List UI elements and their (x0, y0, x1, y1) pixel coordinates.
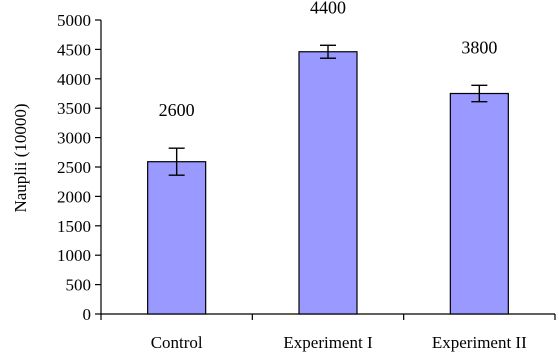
y-tick-label: 2000 (57, 187, 91, 206)
y-tick-label: 1500 (57, 217, 91, 236)
error-bars (168, 44, 488, 176)
category-labels: Control Experiment I Experiment II (151, 333, 527, 352)
x-axis (100, 313, 556, 320)
y-tick-label: 4500 (57, 40, 91, 59)
data-label: 4400 (310, 0, 346, 17)
y-axis: 0 500 1000 1500 2000 2500 3000 3500 4000 4500 5000 (57, 11, 102, 324)
bar (298, 51, 358, 315)
y-tick-label: 4000 (57, 70, 91, 89)
bar (147, 161, 207, 315)
value-labels: 2600 4400 3800 (159, 0, 498, 120)
x-tick-label: Experiment I (283, 333, 373, 352)
data-label: 2600 (159, 100, 195, 120)
y-tick-label: 3000 (57, 129, 91, 148)
y-tick-label: 500 (66, 276, 92, 295)
x-tick-label: Control (151, 333, 203, 352)
y-tick-label: 5000 (57, 11, 91, 30)
y-tick-label: 2500 (57, 158, 91, 177)
y-tick-label: 0 (83, 305, 92, 324)
y-tick-label: 3500 (57, 99, 91, 118)
bar (449, 92, 509, 315)
bars (147, 51, 509, 315)
y-axis-label: Nauplii (10000) (11, 103, 30, 212)
data-label: 3800 (461, 37, 497, 57)
y-tick-label: 1000 (57, 246, 91, 265)
x-tick-label: Experiment II (432, 333, 527, 352)
